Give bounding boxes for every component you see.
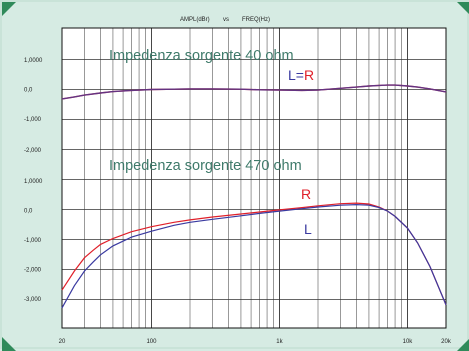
x-tick-label: 10k <box>403 339 414 345</box>
series-bottom-l-line <box>61 203 447 309</box>
corner-accent <box>457 2 469 14</box>
legend-top-r: R <box>304 67 314 83</box>
y-tick-label: -2,000 <box>24 148 42 154</box>
y-tick-label: -1,000 <box>24 117 42 123</box>
y-tick-label: -1,000 <box>24 238 42 244</box>
legend-top-eq: = <box>296 67 304 83</box>
corner-accent <box>457 339 469 351</box>
y-tick-label: 1,0000 <box>24 58 43 64</box>
y-tick-label: 0,0 <box>24 209 33 215</box>
x-tick-label: 20 <box>59 339 66 345</box>
corner-accent <box>2 337 16 351</box>
annotation-bottom: Impedenza sorgente 470 ohm <box>109 158 302 174</box>
series-label-r: R <box>301 186 311 202</box>
legend-top-l: L <box>288 67 296 83</box>
title-vs: vs <box>223 17 229 23</box>
y-tick-label: -2,000 <box>24 268 42 274</box>
x-tick-label: 100 <box>146 339 157 345</box>
x-tick-label: 1k <box>276 339 283 345</box>
plot-area <box>62 28 446 328</box>
annotation-top: Impedenza sorgente 40 ohm <box>109 48 294 64</box>
y-tick-label: 0,0 <box>24 88 33 94</box>
y-tick-label: 1,0000 <box>24 179 43 185</box>
legend-top: L=R <box>288 67 314 83</box>
corner-accent <box>2 2 16 16</box>
y-tick-labels: 1,0000 0,0 -1,000 -2,000 1,0000 0,0 -1,000 -2,0… <box>24 58 43 303</box>
series-label-l: L <box>304 221 312 237</box>
y-tick-label: -3,000 <box>24 297 42 303</box>
curves <box>61 84 447 309</box>
x-tick-labels: 20 100 1k 10k 20k <box>59 339 452 345</box>
title-y: AMPL(dBr) <box>180 17 210 23</box>
title-x: FREQ(Hz) <box>242 17 270 23</box>
series-top-l-line <box>61 84 447 100</box>
grid <box>62 28 446 328</box>
plot-border <box>61 27 447 329</box>
x-tick-label: 20k <box>441 339 452 345</box>
